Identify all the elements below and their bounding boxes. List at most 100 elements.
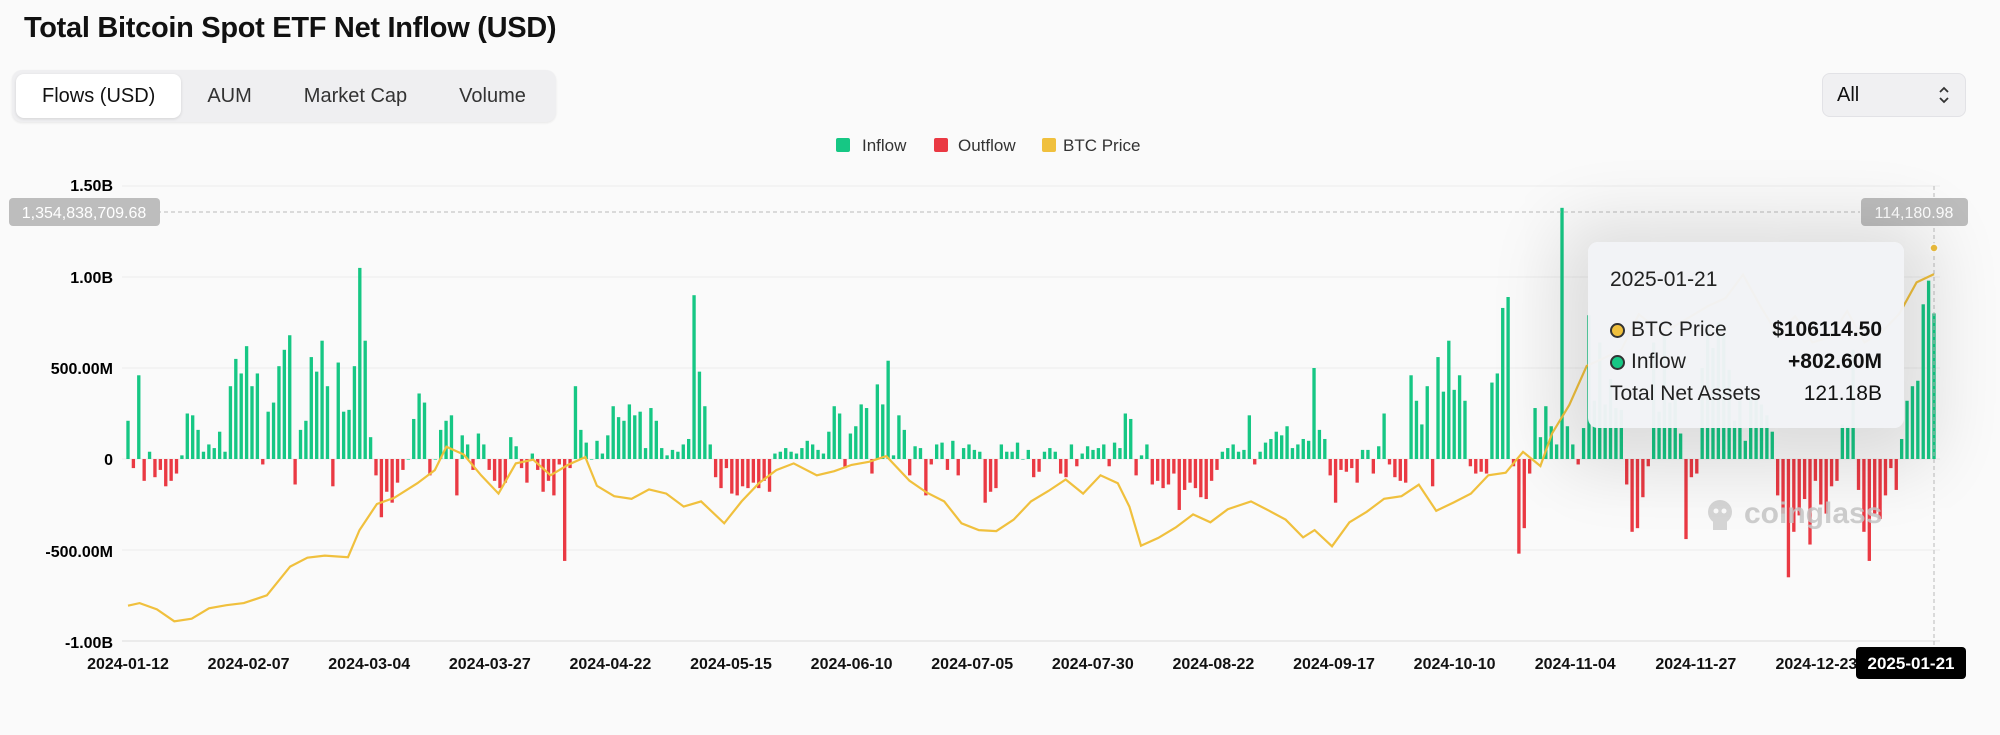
inflow-bar[interactable] <box>1770 431 1774 459</box>
inflow-bar[interactable] <box>999 444 1004 459</box>
inflow-bar[interactable] <box>1414 400 1419 459</box>
outflow-bar[interactable] <box>956 459 960 476</box>
inflow-bar[interactable] <box>1506 297 1510 459</box>
outflow-bar[interactable] <box>428 459 432 476</box>
inflow-bar[interactable] <box>800 448 804 459</box>
inflow-bar[interactable] <box>352 366 357 459</box>
inflow-bar[interactable] <box>1129 418 1133 459</box>
inflow-bar[interactable] <box>1732 420 1737 459</box>
inflow-bar[interactable] <box>1247 415 1252 459</box>
outflow-bar[interactable] <box>1107 459 1111 467</box>
inflow-bar[interactable] <box>1005 451 1009 459</box>
inflow-bar[interactable] <box>244 346 249 459</box>
inflow-bar[interactable] <box>1118 448 1122 459</box>
inflow-bar[interactable] <box>1678 433 1683 459</box>
outflow-bar[interactable] <box>1355 459 1359 483</box>
outflow-bar[interactable] <box>1333 459 1338 503</box>
inflow-bar[interactable] <box>773 453 777 459</box>
inflow-bar[interactable] <box>1619 409 1623 459</box>
outflow-bar[interactable] <box>1576 459 1580 465</box>
outflow-bar[interactable] <box>379 459 384 518</box>
outflow-bar[interactable] <box>395 459 400 483</box>
inflow-bar[interactable] <box>805 440 809 459</box>
outflow-bar[interactable] <box>1468 459 1473 467</box>
legend-outflow-label[interactable]: Outflow <box>958 136 1016 155</box>
outflow-bar[interactable] <box>1387 459 1392 465</box>
inflow-bar[interactable] <box>1080 453 1084 459</box>
inflow-bar[interactable] <box>595 440 599 459</box>
inflow-bar[interactable] <box>902 429 906 459</box>
inflow-bar[interactable] <box>827 431 831 459</box>
inflow-bar[interactable] <box>638 411 642 459</box>
inflow-bar[interactable] <box>778 451 782 459</box>
inflow-bar[interactable] <box>978 451 982 459</box>
outflow-bar[interactable] <box>487 459 491 470</box>
inflow-bar[interactable] <box>304 420 308 459</box>
inflow-bar[interactable] <box>810 444 815 459</box>
outflow-bar[interactable] <box>983 459 987 503</box>
inflow-bar[interactable] <box>277 366 281 459</box>
inflow-bar[interactable] <box>832 406 836 459</box>
inflow-bar[interactable] <box>1495 373 1499 459</box>
tab-market-cap[interactable]: Market Cap <box>303 84 408 107</box>
outflow-bar[interactable] <box>142 459 146 481</box>
inflow-bar[interactable] <box>234 358 238 459</box>
range-select[interactable]: All <box>1822 73 1966 117</box>
inflow-bar[interactable] <box>1301 438 1305 459</box>
inflow-bar[interactable] <box>1306 440 1311 459</box>
outflow-bar[interactable] <box>1398 459 1402 481</box>
outflow-bar[interactable] <box>1172 459 1176 474</box>
inflow-bar[interactable] <box>1382 413 1386 460</box>
inflow-bar[interactable] <box>347 409 351 459</box>
outflow-bar[interactable] <box>1862 459 1866 532</box>
inflow-bar[interactable] <box>681 444 685 459</box>
inflow-bar[interactable] <box>859 404 863 459</box>
inflow-bar[interactable] <box>1139 455 1144 459</box>
inflow-bar[interactable] <box>196 429 200 459</box>
inflow-bar[interactable] <box>368 437 373 459</box>
tab-flows-usd[interactable]: Flows (USD) <box>16 74 182 118</box>
inflow-bar[interactable] <box>266 411 270 459</box>
inflow-bar[interactable] <box>816 449 820 459</box>
outflow-bar[interactable] <box>1404 459 1408 483</box>
inflow-bar[interactable] <box>886 360 890 459</box>
inflow-bar[interactable] <box>794 453 799 459</box>
outflow-bar[interactable] <box>870 459 874 474</box>
outflow-bar[interactable] <box>492 459 497 481</box>
outflow-bar[interactable] <box>1641 459 1645 498</box>
outflow-bar[interactable] <box>1339 459 1343 470</box>
outflow-bar[interactable] <box>503 459 508 483</box>
inflow-bar[interactable] <box>509 437 513 459</box>
outflow-bar[interactable] <box>164 459 168 487</box>
outflow-bar[interactable] <box>988 459 993 492</box>
outflow-bar[interactable] <box>713 459 718 478</box>
inflow-bar[interactable] <box>837 413 842 460</box>
inflow-bar[interactable] <box>1274 431 1278 459</box>
outflow-bar[interactable] <box>546 459 551 481</box>
inflow-bar[interactable] <box>1436 357 1440 459</box>
outflow-bar[interactable] <box>1522 459 1526 529</box>
outflow-bar[interactable] <box>541 459 545 492</box>
inflow-bar[interactable] <box>341 411 346 459</box>
inflow-bar[interactable] <box>665 455 669 459</box>
outflow-bar[interactable] <box>1134 459 1138 476</box>
inflow-bar[interactable] <box>1085 446 1090 459</box>
inflow-bar[interactable] <box>1290 448 1295 459</box>
outflow-bar[interactable] <box>390 459 394 503</box>
inflow-bar[interactable] <box>1846 426 1850 459</box>
outflow-bar[interactable] <box>719 459 723 489</box>
inflow-bar[interactable] <box>654 420 658 459</box>
inflow-bar[interactable] <box>643 448 648 459</box>
inflow-bar[interactable] <box>1932 313 1936 459</box>
inflow-bar[interactable] <box>1296 444 1300 459</box>
outflow-bar[interactable] <box>401 459 405 470</box>
outflow-bar[interactable] <box>174 459 179 474</box>
outflow-bar[interactable] <box>1209 459 1214 481</box>
tab-aum[interactable]: AUM <box>207 84 252 107</box>
inflow-bar[interactable] <box>1096 448 1101 459</box>
inflow-bar[interactable] <box>320 340 324 459</box>
inflow-bar[interactable] <box>1269 438 1273 459</box>
outflow-bar[interactable] <box>1813 459 1818 481</box>
outflow-bar[interactable] <box>158 459 163 470</box>
inflow-bar[interactable] <box>1657 411 1661 459</box>
